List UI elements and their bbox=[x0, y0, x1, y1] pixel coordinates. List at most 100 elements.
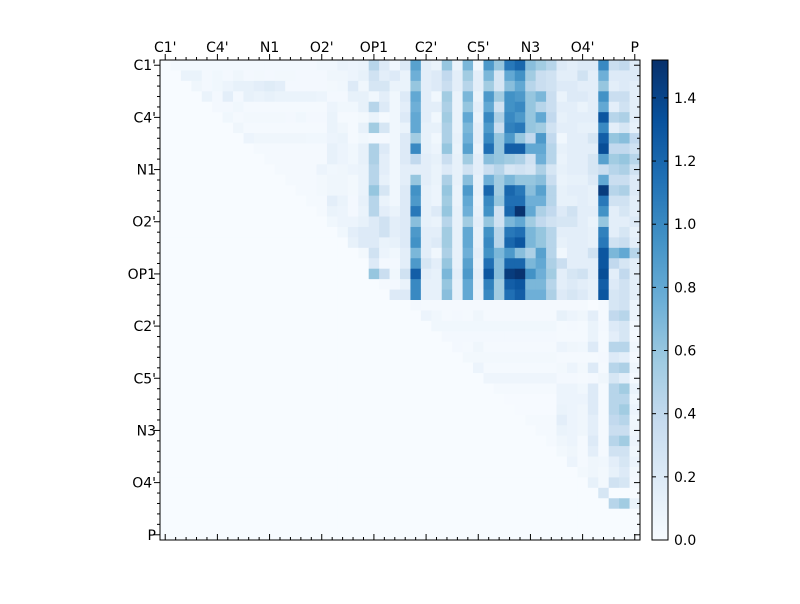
heatmap-cell bbox=[191, 289, 203, 301]
heatmap-cell bbox=[170, 164, 182, 176]
heatmap-cell bbox=[598, 508, 610, 520]
heatmap-cell bbox=[483, 60, 495, 71]
heatmap-cell bbox=[493, 185, 505, 197]
heatmap-cell bbox=[566, 206, 578, 217]
heatmap-cell bbox=[431, 435, 443, 447]
heatmap-cell bbox=[452, 393, 464, 405]
heatmap-cell bbox=[452, 373, 464, 384]
heatmap-cell bbox=[587, 101, 599, 113]
heatmap-cell bbox=[222, 91, 234, 103]
heatmap-cell bbox=[483, 80, 495, 92]
heatmap-cell bbox=[347, 174, 359, 186]
heatmap-cell bbox=[462, 247, 474, 259]
heatmap-cell bbox=[619, 258, 630, 270]
heatmap-cell bbox=[525, 247, 537, 259]
heatmap-cell bbox=[514, 258, 526, 270]
heatmap-cell bbox=[577, 320, 589, 332]
heatmap-cell bbox=[180, 112, 192, 124]
heatmap-cell bbox=[233, 425, 244, 437]
heatmap-cell bbox=[483, 508, 495, 520]
heatmap-cell bbox=[473, 341, 484, 353]
heatmap-cell bbox=[212, 122, 224, 134]
heatmap-cell bbox=[556, 362, 568, 374]
heatmap-cell bbox=[619, 508, 630, 520]
heatmap-cell bbox=[410, 466, 422, 478]
heatmap-cell bbox=[556, 226, 568, 238]
heatmap-cell bbox=[326, 258, 338, 270]
heatmap-cell bbox=[326, 341, 338, 353]
heatmap-cell bbox=[462, 289, 474, 301]
heatmap-cell bbox=[566, 153, 578, 165]
heatmap-cell bbox=[462, 435, 474, 447]
heatmap-cell bbox=[410, 226, 422, 238]
heatmap-cell bbox=[420, 195, 432, 207]
heatmap-cell bbox=[546, 206, 557, 217]
heatmap-cell bbox=[441, 373, 453, 384]
heatmap-cell bbox=[160, 383, 171, 395]
heatmap-cell bbox=[587, 247, 599, 259]
heatmap-cell bbox=[201, 435, 213, 447]
heatmap-cell bbox=[410, 320, 422, 332]
heatmap-cell bbox=[514, 341, 526, 353]
heatmap-cell bbox=[389, 133, 401, 144]
heatmap-cell bbox=[191, 122, 203, 134]
heatmap-cell bbox=[504, 383, 516, 395]
heatmap-cell bbox=[243, 425, 255, 437]
heatmap-cell bbox=[285, 373, 297, 384]
heatmap-cell bbox=[483, 341, 495, 353]
heatmap-cell bbox=[556, 143, 568, 155]
heatmap-cell bbox=[546, 373, 557, 384]
heatmap-cell bbox=[347, 101, 359, 113]
heatmap-cell bbox=[452, 362, 464, 374]
heatmap-cell bbox=[233, 487, 244, 499]
heatmap-cell bbox=[201, 112, 213, 124]
heatmap-cell bbox=[504, 425, 516, 437]
heatmap-cell bbox=[431, 289, 443, 301]
heatmap-cell bbox=[264, 268, 276, 280]
heatmap-cell bbox=[493, 373, 505, 384]
heatmap-cell bbox=[493, 341, 505, 353]
heatmap-cell bbox=[452, 91, 464, 103]
heatmap-cell bbox=[285, 258, 297, 270]
heatmap-cell bbox=[295, 456, 307, 468]
heatmap-cell bbox=[431, 143, 443, 155]
heatmap-cell bbox=[379, 331, 390, 343]
x-tick-label: N1 bbox=[260, 40, 279, 56]
heatmap-cell bbox=[264, 195, 276, 207]
heatmap-cell bbox=[379, 133, 390, 144]
heatmap-cell bbox=[556, 331, 568, 343]
heatmap-cell bbox=[306, 414, 317, 426]
heatmap-cell bbox=[379, 122, 390, 134]
heatmap-cell bbox=[306, 529, 317, 541]
heatmap-cell bbox=[598, 404, 610, 416]
heatmap-cell bbox=[504, 279, 516, 290]
heatmap-cell bbox=[253, 143, 265, 155]
heatmap-cell bbox=[379, 446, 390, 457]
heatmap-cell bbox=[379, 195, 390, 207]
heatmap-cell bbox=[452, 216, 464, 228]
heatmap-cell bbox=[264, 247, 276, 259]
heatmap-cell bbox=[587, 519, 599, 530]
heatmap-cell bbox=[180, 404, 192, 416]
heatmap-cell bbox=[514, 498, 526, 510]
heatmap-cell bbox=[420, 456, 432, 468]
heatmap-cell bbox=[462, 352, 474, 364]
heatmap-cell bbox=[493, 143, 505, 155]
heatmap-cell bbox=[285, 362, 297, 374]
heatmap-cell bbox=[535, 247, 547, 259]
heatmap-cell bbox=[295, 174, 307, 186]
heatmap-cell bbox=[514, 237, 526, 249]
heatmap-cell bbox=[400, 352, 411, 364]
heatmap-cell bbox=[619, 164, 630, 176]
heatmap-cell bbox=[462, 466, 474, 478]
heatmap-cell bbox=[233, 112, 244, 124]
heatmap-cell bbox=[493, 80, 505, 92]
heatmap-cell bbox=[222, 414, 234, 426]
heatmap-cell bbox=[504, 498, 516, 510]
heatmap-cell bbox=[420, 268, 432, 280]
heatmap-cell bbox=[556, 91, 568, 103]
heatmap-cell bbox=[264, 331, 276, 343]
heatmap-cell bbox=[400, 70, 411, 82]
heatmap-cell bbox=[201, 404, 213, 416]
heatmap-cell bbox=[556, 373, 568, 384]
